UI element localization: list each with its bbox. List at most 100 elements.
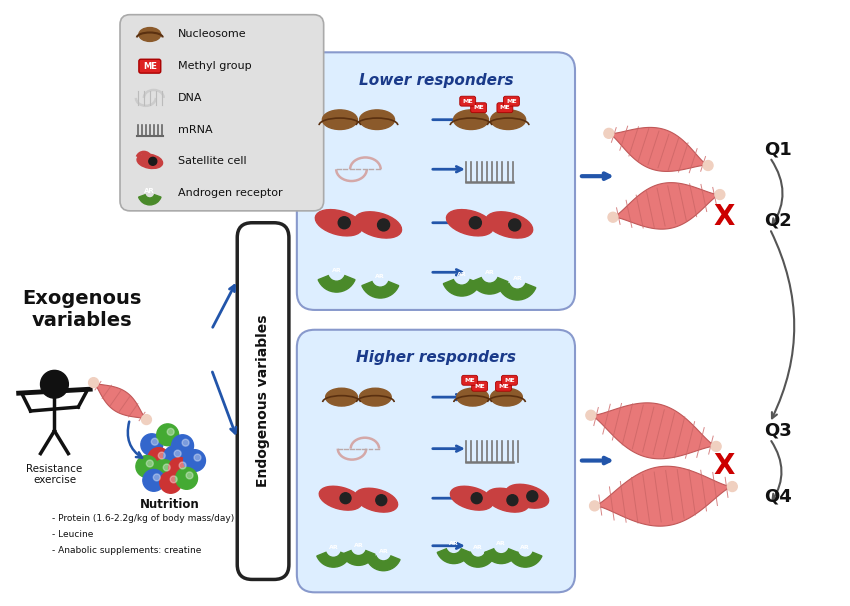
Circle shape bbox=[715, 190, 725, 199]
Text: ME: ME bbox=[506, 99, 517, 104]
Circle shape bbox=[141, 415, 151, 425]
Circle shape bbox=[703, 161, 713, 170]
Circle shape bbox=[153, 459, 174, 481]
Circle shape bbox=[586, 410, 596, 420]
Wedge shape bbox=[342, 550, 375, 565]
Circle shape bbox=[176, 467, 197, 489]
Text: Nucleosome: Nucleosome bbox=[178, 30, 246, 39]
Ellipse shape bbox=[320, 486, 362, 510]
Ellipse shape bbox=[486, 211, 533, 238]
FancyBboxPatch shape bbox=[120, 15, 324, 211]
Text: X: X bbox=[713, 203, 734, 231]
FancyBboxPatch shape bbox=[471, 103, 486, 113]
Ellipse shape bbox=[471, 493, 482, 504]
Text: ME: ME bbox=[473, 105, 484, 110]
Wedge shape bbox=[362, 282, 399, 298]
Circle shape bbox=[141, 434, 162, 456]
Ellipse shape bbox=[456, 388, 489, 406]
Ellipse shape bbox=[490, 388, 523, 406]
Text: AR: AR bbox=[496, 542, 506, 547]
Text: AR: AR bbox=[378, 548, 388, 554]
Wedge shape bbox=[139, 195, 161, 205]
Circle shape bbox=[167, 428, 174, 435]
Wedge shape bbox=[317, 552, 350, 567]
Wedge shape bbox=[462, 552, 495, 567]
Ellipse shape bbox=[490, 110, 525, 130]
FancyBboxPatch shape bbox=[496, 381, 512, 391]
Circle shape bbox=[153, 474, 161, 481]
Circle shape bbox=[172, 435, 194, 456]
Text: AR: AR bbox=[520, 545, 530, 550]
Text: Nutrition: Nutrition bbox=[139, 498, 200, 511]
Ellipse shape bbox=[454, 110, 489, 130]
FancyBboxPatch shape bbox=[460, 96, 476, 106]
Text: Q4: Q4 bbox=[764, 487, 791, 505]
Ellipse shape bbox=[469, 217, 481, 228]
Ellipse shape bbox=[139, 27, 161, 41]
Circle shape bbox=[182, 439, 189, 446]
Text: ME: ME bbox=[500, 105, 510, 110]
FancyBboxPatch shape bbox=[502, 375, 518, 385]
Circle shape bbox=[163, 464, 170, 471]
Text: AR: AR bbox=[376, 274, 385, 279]
Circle shape bbox=[158, 452, 165, 459]
Text: X: X bbox=[713, 453, 734, 481]
Ellipse shape bbox=[446, 210, 493, 236]
Text: Q3: Q3 bbox=[764, 422, 791, 440]
Circle shape bbox=[146, 460, 153, 467]
Text: ME: ME bbox=[498, 384, 509, 388]
Text: - Protein (1.6-2.2g/kg of body mass/day): - Protein (1.6-2.2g/kg of body mass/day) bbox=[53, 514, 235, 523]
Text: - Anabolic supplements: creatine: - Anabolic supplements: creatine bbox=[53, 546, 201, 554]
Text: AR: AR bbox=[354, 543, 363, 548]
Ellipse shape bbox=[376, 494, 387, 505]
Wedge shape bbox=[437, 549, 470, 564]
Circle shape bbox=[174, 450, 181, 457]
Polygon shape bbox=[591, 403, 717, 459]
Text: mRNA: mRNA bbox=[178, 125, 212, 135]
Text: Androgen receptor: Androgen receptor bbox=[178, 188, 282, 198]
Wedge shape bbox=[444, 279, 480, 296]
Circle shape bbox=[170, 476, 177, 483]
Circle shape bbox=[156, 424, 178, 445]
Text: Methyl group: Methyl group bbox=[178, 61, 252, 71]
Ellipse shape bbox=[322, 110, 357, 130]
FancyBboxPatch shape bbox=[472, 381, 488, 391]
FancyBboxPatch shape bbox=[503, 96, 519, 106]
Polygon shape bbox=[609, 127, 708, 171]
Circle shape bbox=[160, 471, 182, 493]
FancyBboxPatch shape bbox=[237, 223, 289, 579]
Text: - Leucine: - Leucine bbox=[53, 530, 94, 539]
Ellipse shape bbox=[450, 486, 493, 510]
Polygon shape bbox=[613, 182, 720, 229]
Wedge shape bbox=[509, 552, 542, 567]
Text: ME: ME bbox=[464, 378, 475, 383]
Ellipse shape bbox=[506, 484, 548, 508]
Circle shape bbox=[590, 501, 599, 511]
Wedge shape bbox=[318, 276, 355, 292]
Circle shape bbox=[41, 370, 68, 398]
Wedge shape bbox=[484, 549, 518, 564]
FancyBboxPatch shape bbox=[297, 330, 575, 592]
Circle shape bbox=[728, 482, 737, 491]
Circle shape bbox=[136, 456, 158, 478]
Text: AR: AR bbox=[449, 542, 459, 547]
Text: ME: ME bbox=[474, 384, 485, 388]
Circle shape bbox=[179, 462, 186, 469]
FancyBboxPatch shape bbox=[497, 103, 513, 113]
Text: AR: AR bbox=[473, 545, 483, 550]
Text: Endogenous variables: Endogenous variables bbox=[256, 315, 270, 487]
Circle shape bbox=[143, 470, 165, 491]
Text: AR: AR bbox=[332, 268, 342, 273]
Text: AR: AR bbox=[457, 271, 467, 277]
Ellipse shape bbox=[486, 488, 529, 512]
Text: ME: ME bbox=[462, 99, 473, 104]
Ellipse shape bbox=[377, 219, 389, 231]
Ellipse shape bbox=[326, 388, 358, 406]
Text: Exogenous
variables: Exogenous variables bbox=[23, 290, 142, 330]
Ellipse shape bbox=[508, 219, 521, 231]
Circle shape bbox=[168, 458, 190, 479]
Text: Q2: Q2 bbox=[764, 211, 791, 230]
Ellipse shape bbox=[354, 211, 401, 238]
Circle shape bbox=[148, 448, 170, 470]
Ellipse shape bbox=[360, 110, 394, 130]
